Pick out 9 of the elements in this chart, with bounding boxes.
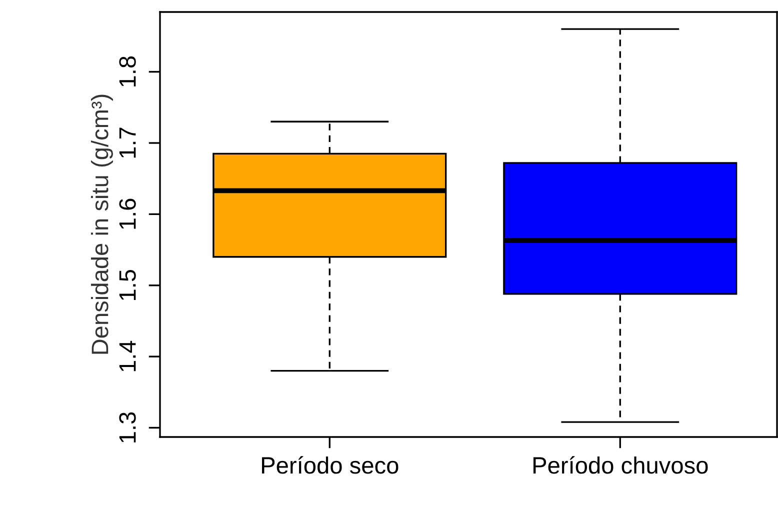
y-tick-label: 1.5 [119, 270, 136, 300]
x-tick-label: Período chuvoso [533, 456, 708, 474]
y-tick-label: 1.7 [119, 128, 136, 158]
y-tick-label: 1.3 [119, 412, 136, 442]
y-tick-label: 1.6 [119, 198, 136, 229]
y-tick-label: 1.4 [119, 340, 136, 372]
x-tick-label: Período seco [262, 456, 398, 474]
y-tick-label: 1.8 [119, 56, 136, 86]
y-axis-title: Densidade in situ (g/cm³) [90, 94, 113, 354]
